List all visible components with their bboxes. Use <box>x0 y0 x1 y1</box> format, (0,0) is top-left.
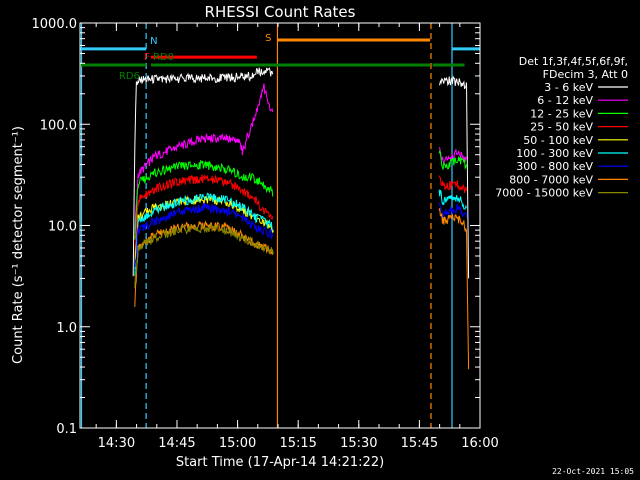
y-tick-label: 1.0 <box>56 321 77 336</box>
plot-area <box>80 23 480 428</box>
series-line-3 <box>134 173 467 259</box>
legend-label: 6 - 12 keV <box>537 94 593 107</box>
legend-label: 50 - 100 keV <box>523 134 593 147</box>
flag-label-rd0: RD0 <box>153 52 174 63</box>
legend-label: 7000 - 15000 keV <box>495 187 593 200</box>
x-tick-label: 15:30 <box>340 436 377 451</box>
series-line-2 <box>134 149 467 240</box>
x-axis-label: Start Time (17-Apr-14 14:21:22) <box>176 455 384 470</box>
x-tick-label: 16:00 <box>461 436 498 451</box>
legend-header-line: Det 1f,3f,4f,5f,6f,9f, <box>519 55 628 68</box>
x-tick-label: 15:15 <box>279 436 316 451</box>
legend-header-line: FDecim 3, Att 0 <box>543 68 628 81</box>
x-tick-label: 15:00 <box>219 436 256 451</box>
y-axis-label: Count Rate (s⁻¹ detector segment⁻¹) <box>11 126 26 364</box>
flag-label-s: S <box>265 33 271 44</box>
legend-label: 25 - 50 keV <box>530 121 593 134</box>
legend-label: 300 - 800 keV <box>516 160 593 173</box>
flag-label-f: F <box>144 52 150 63</box>
footer-date: 22-Oct-2021 15:05 <box>552 467 634 476</box>
flag-label-n: N <box>150 36 157 47</box>
x-tick-label: 15:45 <box>401 436 438 451</box>
legend-label: 3 - 6 keV <box>544 81 593 94</box>
legend: Det 1f,3f,4f,5f,6f,9f,FDecim 3, Att 03 -… <box>495 55 628 200</box>
legend-label: 800 - 7000 keV <box>509 173 593 186</box>
legend-label: 12 - 25 keV <box>530 107 593 120</box>
y-tick-label: 100.0 <box>40 118 77 133</box>
x-tick-label: 14:45 <box>158 436 195 451</box>
y-tick-label: 1000.0 <box>32 17 78 32</box>
series-line-6 <box>134 202 467 268</box>
y-tick-label: 10.0 <box>48 220 77 235</box>
x-tick-label: 14:30 <box>98 436 135 451</box>
flag-label-rd6: RD6 <box>119 71 140 82</box>
legend-label: 100 - 300 keV <box>516 147 593 160</box>
y-tick-label: 0.1 <box>56 422 77 437</box>
chart-title: RHESSI Count Rates <box>205 3 356 21</box>
series-line-0 <box>132 67 470 279</box>
axes: 14:30 14:45 15:00 15:15 15:30 15:45 16:00 0.1 1.… <box>32 17 499 451</box>
series-line-8 <box>134 222 274 289</box>
series-line-5 <box>134 189 467 276</box>
